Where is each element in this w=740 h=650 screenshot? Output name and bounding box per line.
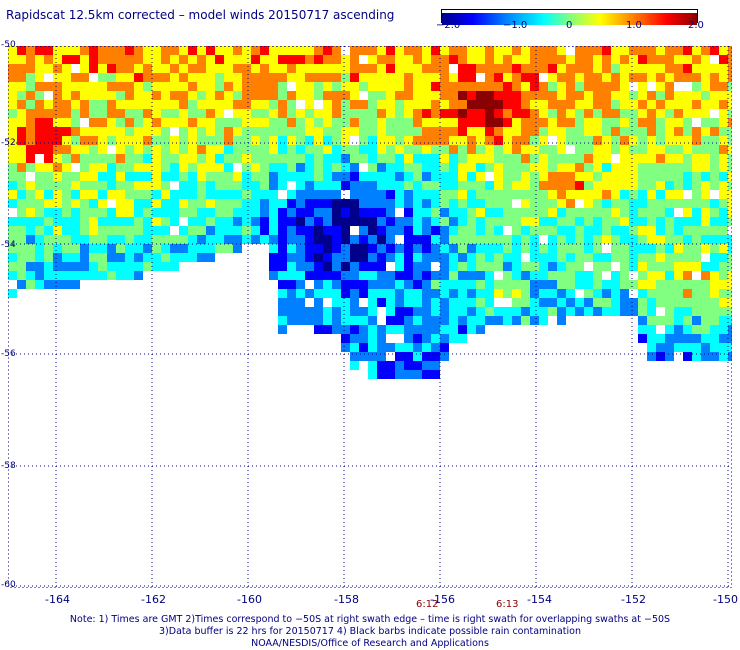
- lon-label: -164: [45, 593, 70, 606]
- colorbar-gradient: [442, 13, 697, 25]
- lat-label: -50: [1, 40, 16, 50]
- lon-label: -160: [237, 593, 262, 606]
- map-title: Rapidscat 12.5km corrected – model winds…: [6, 8, 395, 22]
- time-label: 6:13: [496, 599, 519, 610]
- note-line: NOAA/NESDIS/Office of Research and Appli…: [251, 638, 489, 649]
- colorbar-tick: 1.0: [626, 20, 642, 31]
- lon-label: -150: [713, 593, 738, 606]
- lon-label: -152: [621, 593, 646, 606]
- lon-label: -156: [430, 593, 455, 606]
- wind-difference-map[interactable]: [8, 46, 732, 588]
- colorbar: [441, 9, 698, 25]
- colorbar-tick: 0: [566, 20, 573, 31]
- lat-label: -52: [1, 138, 16, 148]
- lon-label: -154: [527, 593, 552, 606]
- lon-label: -158: [334, 593, 359, 606]
- colorbar-tick: −2.0: [436, 20, 461, 31]
- lat-label: -60: [1, 580, 16, 590]
- lon-label: -162: [141, 593, 166, 606]
- note-line: 3)Data buffer is 22 hrs for 20150717 4) …: [159, 626, 581, 637]
- swath-cells: [8, 46, 732, 379]
- time-label: 6:12: [416, 599, 439, 610]
- lat-label: -54: [1, 240, 16, 250]
- lat-label: -56: [1, 349, 16, 359]
- map-canvas: [8, 46, 732, 588]
- colorbar-tick: −1.0: [503, 20, 528, 31]
- lat-label: -58: [1, 461, 16, 471]
- note-line: Note: 1) Times are GMT 2)Times correspon…: [69, 614, 671, 625]
- colorbar-tick: 2.0: [688, 20, 704, 31]
